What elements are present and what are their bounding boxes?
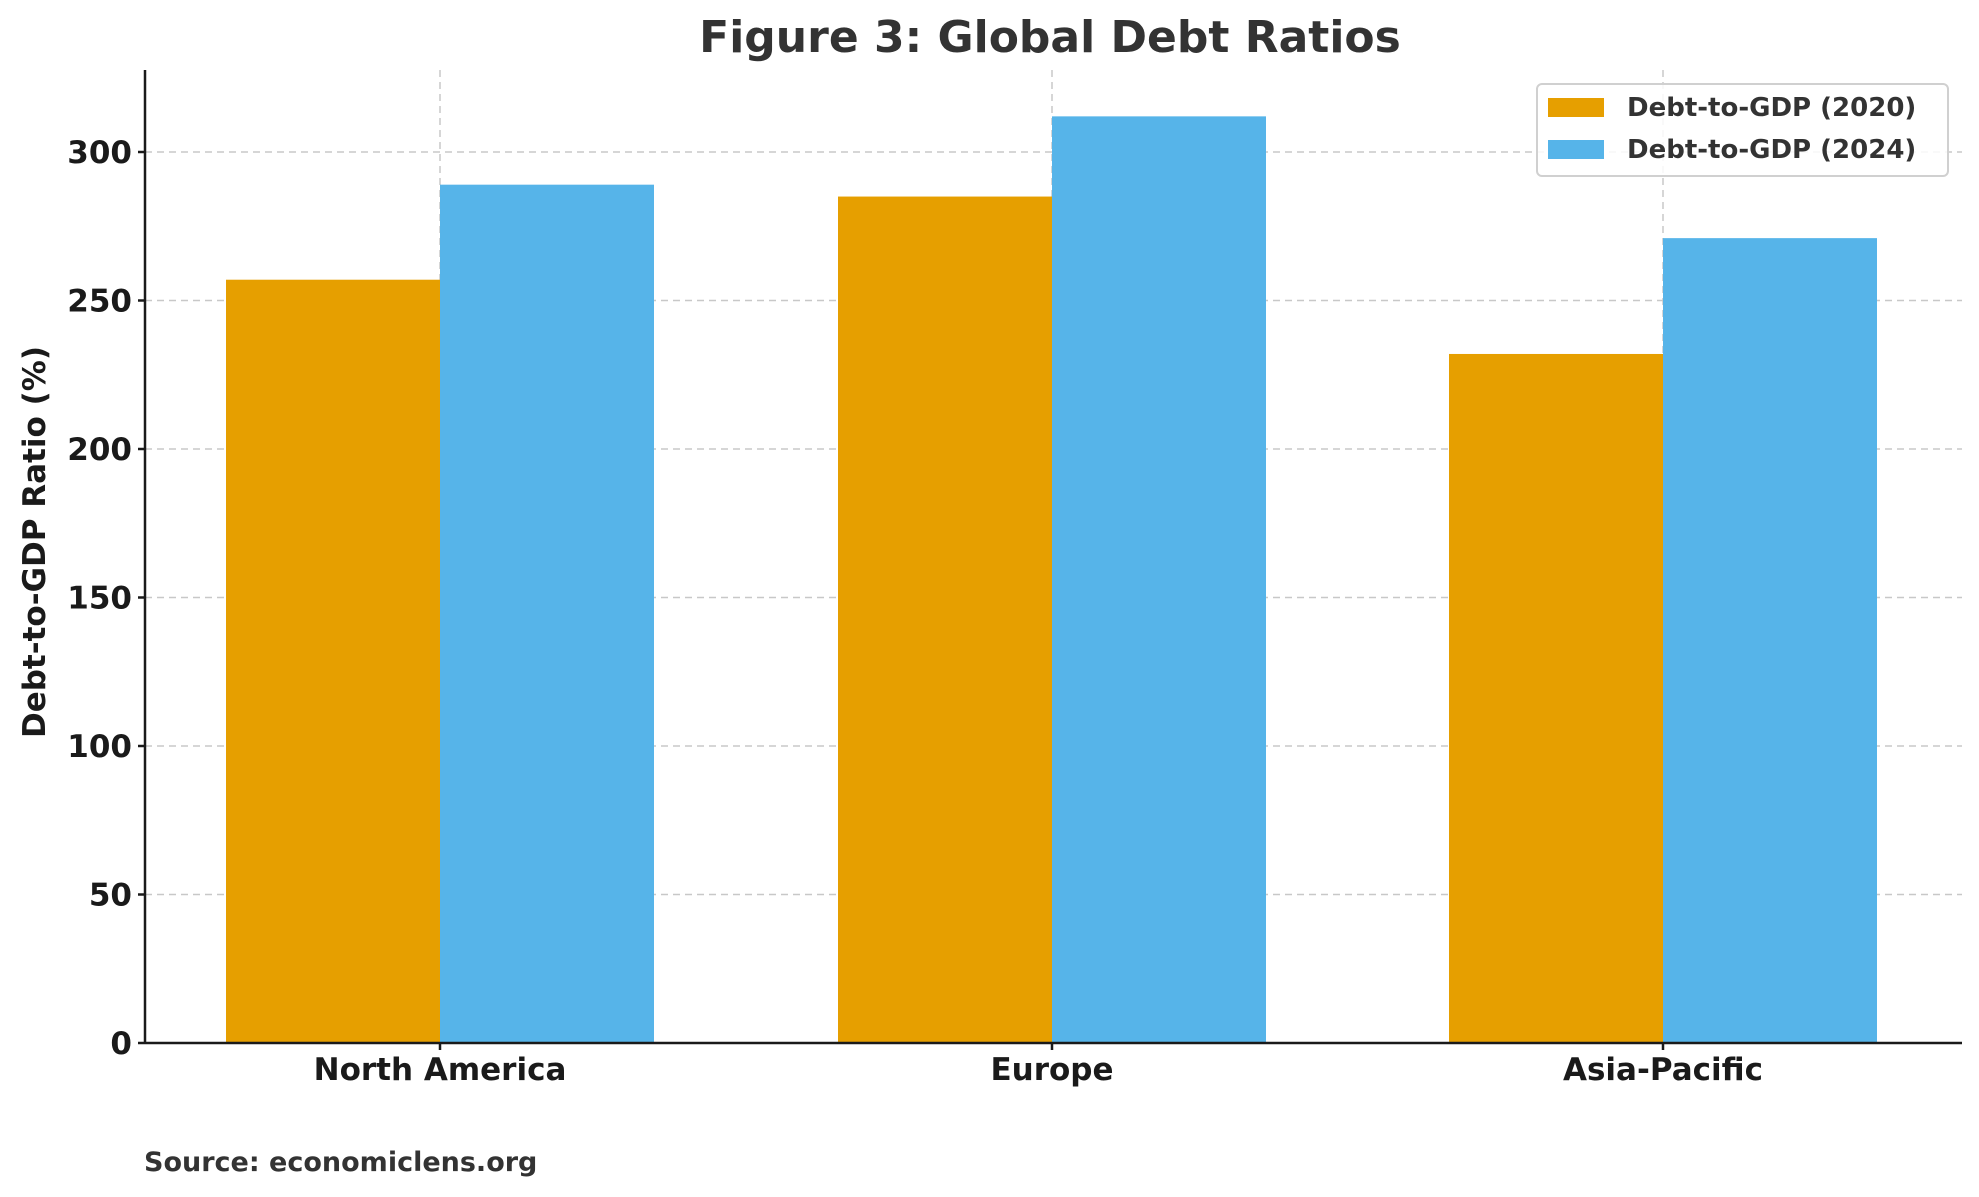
legend-label: Debt-to-GDP (2020) [1627,93,1916,123]
bar [226,279,440,1044]
y-axis-ticks: 0 50 100 150 200 250 300 [67,135,145,1062]
y-tick-label: 50 [89,878,132,914]
legend-swatch [1548,98,1604,117]
bar [838,196,1052,1044]
chart-title: Figure 3: Global Debt Ratios [699,12,1401,63]
bar [1052,116,1266,1044]
y-tick-label: 250 [67,284,132,320]
legend-label: Debt-to-GDP (2024) [1627,135,1916,165]
legend-swatch [1548,140,1604,159]
x-tick-label: Europe [990,1052,1113,1088]
y-tick-label: 200 [67,432,132,468]
legend: Debt-to-GDP (2020) Debt-to-GDP (2024) [1536,83,1949,177]
axes [143,70,1962,1045]
legend-box [1536,83,1949,177]
source-note: Source: economiclens.org [144,1147,537,1178]
x-tick-label: North America [314,1052,567,1088]
y-tick-label: 300 [67,135,132,171]
bars [226,116,1877,1044]
x-tick-label: Asia-Pacific [1563,1052,1763,1088]
bar [1663,238,1877,1043]
bar [440,184,654,1044]
y-tick-label: 100 [67,729,132,765]
y-tick-label: 150 [67,581,132,617]
x-axis-ticks: North America Europe Asia-Pacific [314,1043,1763,1088]
bar [1449,353,1663,1044]
y-axis-label: Debt-to-GDP Ratio (%) [17,346,53,738]
y-tick-label: 0 [110,1026,132,1062]
